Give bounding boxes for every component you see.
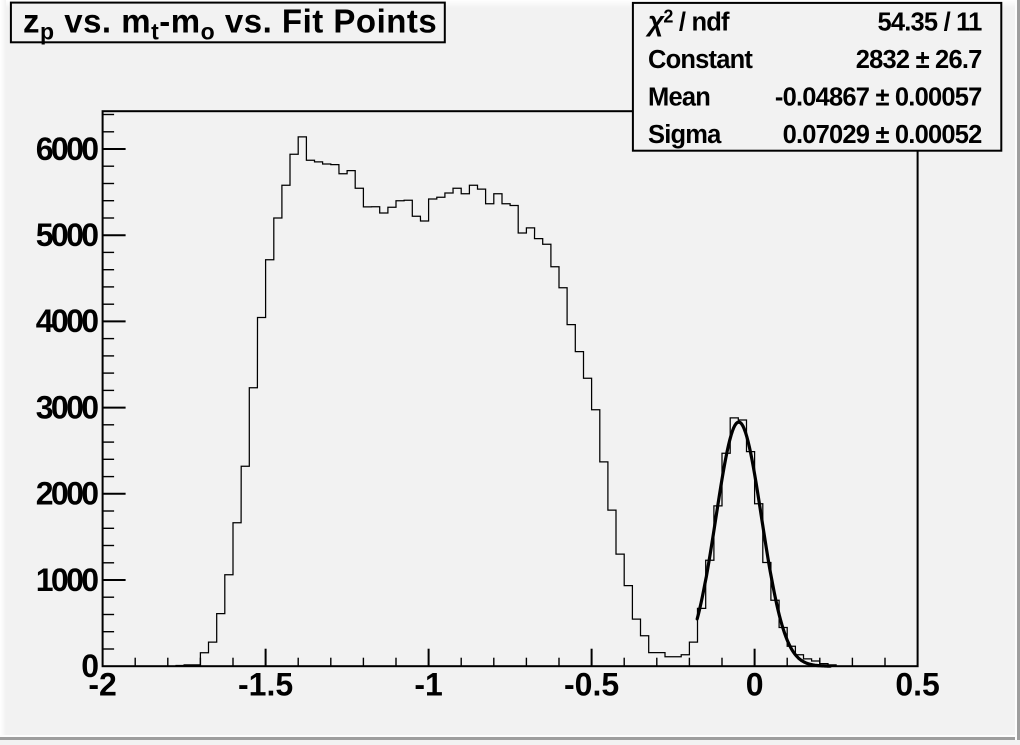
svg-text:-1.5: -1.5 (238, 667, 293, 703)
svg-text:zp vs. mt-mo vs. Fit Points: zp vs. mt-mo vs. Fit Points (23, 3, 437, 45)
svg-text:-2: -2 (88, 667, 116, 703)
svg-text:-0.04867 ± 0.00057: -0.04867 ± 0.00057 (775, 84, 982, 112)
svg-text:χ2 / ndf: χ2 / ndf (645, 6, 730, 37)
svg-text:1000: 1000 (36, 562, 99, 598)
svg-text:54.35 / 11: 54.35 / 11 (877, 9, 982, 37)
svg-text:Constant: Constant (648, 46, 753, 74)
svg-text:2832 ± 26.7: 2832 ± 26.7 (856, 46, 982, 74)
svg-text:5000: 5000 (36, 217, 99, 253)
svg-text:3000: 3000 (36, 389, 99, 425)
svg-text:0: 0 (746, 667, 764, 703)
svg-text:-1: -1 (414, 667, 442, 703)
svg-text:6000: 6000 (36, 131, 99, 167)
svg-text:0.07029 ± 0.00052: 0.07029 ± 0.00052 (783, 121, 983, 149)
svg-text:-0.5: -0.5 (564, 667, 619, 703)
svg-text:0: 0 (81, 648, 98, 684)
svg-text:2000: 2000 (36, 476, 99, 512)
svg-text:Sigma: Sigma (648, 121, 722, 149)
svg-text:4000: 4000 (36, 303, 99, 339)
svg-text:Mean: Mean (648, 84, 710, 112)
svg-text:0.5: 0.5 (895, 667, 939, 703)
